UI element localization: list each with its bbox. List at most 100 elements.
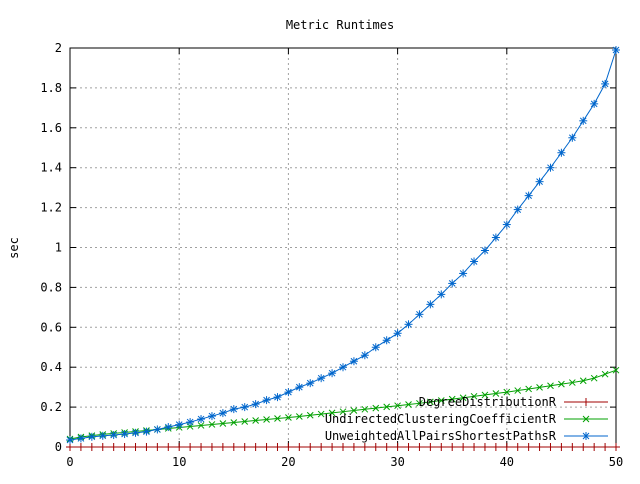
data-point xyxy=(601,79,610,88)
marker-stroke xyxy=(394,402,401,410)
data-point xyxy=(273,393,282,402)
marker-stroke xyxy=(437,291,445,298)
data-point xyxy=(579,377,587,385)
data-point xyxy=(590,99,599,108)
data-point xyxy=(470,392,478,400)
marker-stroke xyxy=(383,336,391,344)
marker-stroke xyxy=(481,391,489,399)
data-point xyxy=(459,269,468,278)
data-point xyxy=(536,383,543,391)
marker-stroke xyxy=(208,412,216,420)
marker-stroke xyxy=(219,420,227,427)
data-point xyxy=(437,443,446,451)
data-point xyxy=(131,443,140,451)
marker-stroke xyxy=(339,363,347,371)
data-point xyxy=(349,357,358,366)
data-point xyxy=(481,391,489,399)
x-tick-label: 0 xyxy=(66,455,73,469)
data-point xyxy=(448,443,457,451)
data-point xyxy=(219,420,227,427)
marker-stroke xyxy=(427,398,434,406)
data-point xyxy=(339,408,347,416)
marker-stroke xyxy=(470,392,478,400)
marker-stroke xyxy=(241,418,249,425)
data-point xyxy=(317,443,326,451)
marker-stroke xyxy=(263,416,270,423)
marker-stroke xyxy=(372,404,380,412)
data-point xyxy=(535,443,544,451)
y-tick-label: 0.6 xyxy=(40,320,62,334)
data-point xyxy=(218,443,227,451)
data-point xyxy=(284,443,293,451)
data-point xyxy=(579,443,588,451)
marker-stroke xyxy=(241,403,249,411)
y-tick-label: 1 xyxy=(55,241,62,255)
data-point xyxy=(372,404,380,412)
data-point xyxy=(328,409,336,417)
series-UnweightedAllPairsShortestPathsR xyxy=(66,45,620,445)
data-point xyxy=(306,443,315,451)
chart-title: Metric Runtimes xyxy=(286,18,394,32)
y-tick-label: 0.8 xyxy=(40,280,62,294)
data-point xyxy=(175,443,184,451)
data-point xyxy=(240,403,249,412)
y-tick-label: 0.2 xyxy=(40,400,62,414)
data-point xyxy=(459,394,467,402)
data-point xyxy=(503,388,511,396)
marker-stroke xyxy=(437,397,445,404)
marker-stroke xyxy=(164,423,172,431)
marker-stroke xyxy=(470,258,478,265)
data-point xyxy=(285,414,292,421)
data-point xyxy=(241,418,249,425)
data-point xyxy=(546,443,555,451)
data-point xyxy=(612,366,620,374)
data-point xyxy=(513,443,522,451)
legend: DegreeDistributionR UndirectedClusteringC… xyxy=(325,395,608,443)
y-axis: 0 0.2 0.4 0.6 0.8 1 1.2 1.4 1.6 1.8 2 xyxy=(40,41,616,454)
marker-stroke xyxy=(252,417,259,424)
data-point xyxy=(557,443,566,451)
data-point xyxy=(87,443,96,451)
marker-stroke xyxy=(612,366,620,374)
data-point xyxy=(164,423,173,432)
marker-stroke xyxy=(514,387,522,394)
data-point xyxy=(427,398,434,406)
data-point xyxy=(491,443,500,451)
marker-stroke xyxy=(579,377,587,385)
data-point xyxy=(590,443,599,451)
data-point xyxy=(142,427,151,436)
data-point xyxy=(263,416,270,423)
marker-stroke xyxy=(612,46,620,54)
data-point xyxy=(426,443,435,451)
data-point xyxy=(568,379,576,386)
data-point xyxy=(350,407,358,414)
data-point xyxy=(109,431,118,440)
data-point xyxy=(612,45,620,54)
data-point xyxy=(547,382,554,390)
y-tick-label: 1.8 xyxy=(40,81,62,95)
data-point xyxy=(274,415,281,422)
marker-stroke xyxy=(306,411,314,419)
data-point xyxy=(328,443,337,451)
data-point xyxy=(218,409,227,418)
data-point xyxy=(404,320,413,329)
marker-stroke xyxy=(448,280,456,287)
data-point xyxy=(339,363,347,372)
data-point xyxy=(207,443,216,451)
data-point xyxy=(339,443,347,451)
marker-stroke xyxy=(383,403,391,411)
data-point xyxy=(208,421,216,428)
marker-stroke xyxy=(274,393,281,401)
marker-stroke xyxy=(503,221,511,228)
data-point xyxy=(295,383,304,392)
legend-marker xyxy=(582,398,590,406)
x-tick-label: 30 xyxy=(390,455,404,469)
marker-stroke xyxy=(197,415,205,423)
data-point xyxy=(120,443,129,451)
data-point xyxy=(229,405,238,414)
series-line xyxy=(69,49,617,441)
marker-stroke xyxy=(121,430,128,438)
data-point xyxy=(502,220,511,229)
data-point xyxy=(230,419,238,426)
data-point xyxy=(371,343,380,352)
